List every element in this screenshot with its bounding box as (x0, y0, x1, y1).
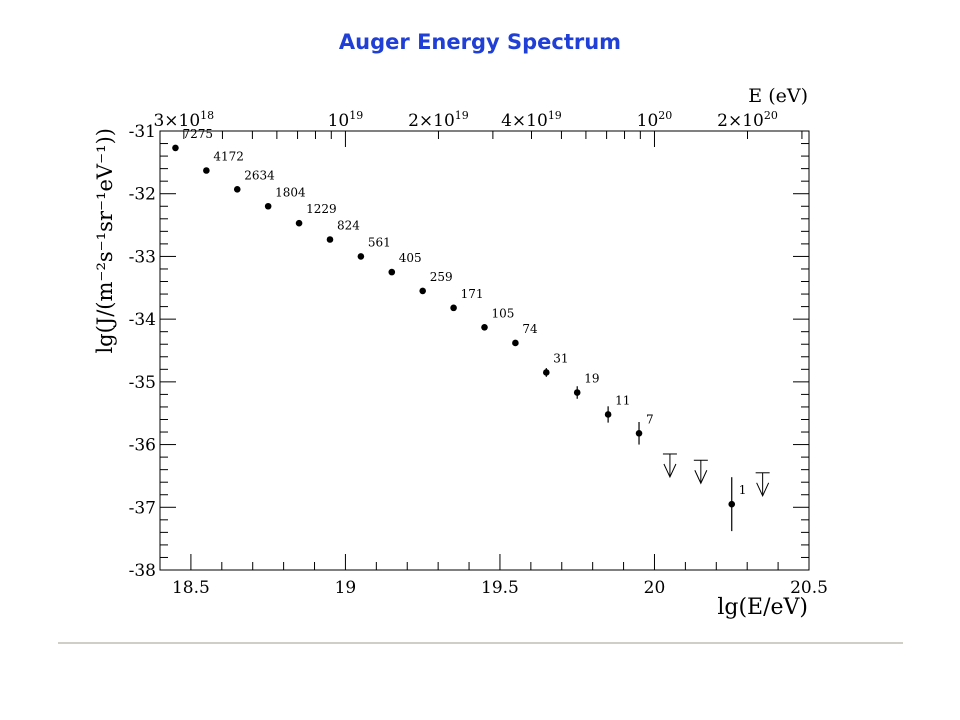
data-point (326, 236, 334, 243)
top-tick-label: 3×1018 (153, 109, 214, 131)
data-point (635, 429, 643, 437)
y-tick-label: -36 (129, 436, 156, 456)
x-tick-label: 20.5 (790, 578, 828, 598)
count-label: 4172 (213, 150, 244, 164)
top-axis-label: E (eV) (748, 85, 808, 107)
y-tick-label: -38 (129, 561, 156, 581)
count-label: 824 (337, 218, 360, 232)
data-point (233, 186, 241, 193)
slide-divider (58, 642, 903, 644)
upper-limit-arrow (662, 453, 677, 479)
count-label: 7275 (182, 127, 213, 141)
count-label: 259 (430, 270, 453, 284)
upper-limit-arrow (693, 459, 708, 485)
top-tick-label: 1019 (328, 109, 364, 131)
data-point (172, 144, 179, 152)
y-tick-label: -35 (129, 373, 156, 393)
count-label: 561 (368, 235, 391, 249)
data-point (543, 369, 550, 376)
count-label: 11 (615, 393, 630, 407)
top-tick-label: 2×1020 (717, 109, 778, 131)
data-point (203, 167, 210, 174)
count-label: 7 (646, 412, 654, 426)
data-point (295, 219, 303, 227)
plot-frame (159, 130, 810, 571)
data-point (512, 339, 519, 347)
data-point (481, 323, 488, 331)
count-label: 74 (522, 322, 538, 336)
data-point (419, 287, 426, 295)
count-label: 1 (739, 483, 747, 497)
data-point (728, 500, 736, 508)
count-label: 1804 (275, 185, 306, 199)
y-tick-labels: -31 -32 -33 -34 -35 -36 -37 -38 (129, 122, 156, 581)
data-point (388, 268, 396, 276)
top-tick-labels: 3×1018 1019 2×1019 4×1019 1020 2×1020 (153, 109, 777, 131)
x-tick-labels: 18.5 19 19.5 20 20.5 (172, 578, 828, 598)
data-point (357, 253, 365, 260)
top-tick-label: 2×1019 (408, 109, 469, 131)
upper-limit-arrow (755, 472, 770, 497)
count-label: 2634 (244, 168, 275, 182)
count-label: 405 (399, 251, 422, 265)
axis-ticks (159, 130, 810, 571)
data-point (573, 389, 581, 396)
x-tick-label: 18.5 (172, 578, 210, 598)
x-tick-label: 19.5 (481, 578, 519, 598)
data-point (604, 411, 612, 418)
x-tick-label: 19 (335, 578, 357, 598)
y-tick-label: -32 (129, 185, 156, 205)
top-tick-label: 4×1019 (501, 109, 562, 131)
data-point (450, 304, 457, 312)
x-tick-label: 20 (644, 578, 666, 598)
y-tick-label: -33 (129, 247, 156, 267)
count-label: 31 (553, 351, 568, 365)
slide-title: Auger Energy Spectrum (338, 30, 622, 54)
y-tick-label: -31 (129, 122, 156, 142)
x-axis-label: lg(E/eV) (717, 595, 808, 620)
y-tick-label: -37 (129, 498, 156, 518)
y-tick-label: -34 (129, 310, 156, 330)
y-axis-label: lg(J/(m⁻²s⁻¹sr⁻¹eV⁻¹)) (93, 128, 117, 354)
count-label: 1229 (306, 202, 337, 216)
top-tick-label: 1020 (637, 109, 673, 131)
data-point (264, 202, 272, 210)
count-label: 105 (492, 306, 515, 320)
count-label: 171 (461, 287, 484, 301)
count-label: 19 (584, 372, 599, 386)
